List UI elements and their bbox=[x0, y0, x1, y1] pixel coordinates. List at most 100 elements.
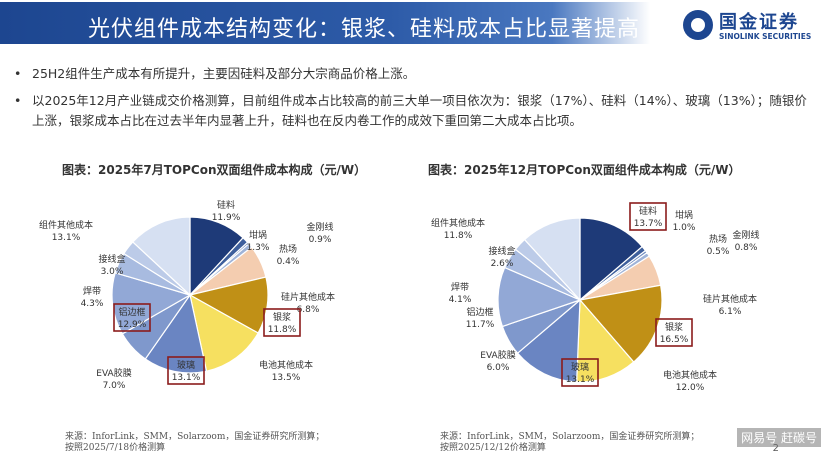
watermark: 网易号 赶碳号 bbox=[737, 428, 821, 447]
slice-label: 硅料 11.9% bbox=[212, 199, 241, 223]
slice-label-name: 玻璃 bbox=[177, 359, 195, 371]
slice-label-name: 硅料 bbox=[639, 205, 657, 217]
company-logo: 国金证券 SINOLINK SECURITIES bbox=[683, 8, 828, 48]
bullet-dot-icon: • bbox=[14, 66, 22, 81]
slide-title: 光伏组件成本结构变化：银浆、硅料成本占比显著提高 bbox=[88, 17, 641, 42]
slice-label-value: 11.8% bbox=[444, 231, 473, 241]
slice-label-value: 16.5% bbox=[660, 335, 689, 345]
chart-title-left: 图表：2025年7月TOPCon双面组件成本构成（元/W） bbox=[62, 163, 367, 177]
slice-label: EVA胶膜 6.0% bbox=[480, 349, 515, 373]
pie-slice bbox=[131, 216, 191, 297]
slice-label: 焊带 4.3% bbox=[81, 285, 104, 309]
slice-label: EVA胶膜 7.0% bbox=[96, 367, 131, 391]
slice-label-name: 硅料 bbox=[217, 199, 235, 211]
pie-slice bbox=[189, 293, 259, 372]
slice-label-value: 0.8% bbox=[735, 243, 758, 253]
chart-source-right: 来源：InforLink，SMM，Solarzoom，国金证券研究所测算； 按照… bbox=[440, 432, 699, 454]
slice-label-value: 6.8% bbox=[297, 305, 320, 315]
slice-label-value: 4.1% bbox=[449, 295, 472, 305]
slice-label-value: 6.0% bbox=[487, 363, 510, 373]
chart-source-left: 来源：InforLink，SMM，Solarzoom，国金证券研究所测算； 按照… bbox=[65, 432, 324, 454]
slice-label-name: 金刚线 bbox=[306, 221, 333, 233]
slice-label-value: 0.4% bbox=[277, 257, 300, 267]
slice-label: 硅片其他成本 6.1% bbox=[703, 293, 757, 317]
highlight-box bbox=[167, 356, 205, 385]
source-line: 来源：InforLink，SMM，Solarzoom，国金证券研究所测算； bbox=[65, 432, 325, 442]
slice-label-name: 硅片其他成本 bbox=[281, 291, 335, 303]
pie-slices bbox=[111, 216, 269, 374]
slice-label-name: 银浆 bbox=[665, 321, 683, 333]
source-line: 按照2025/7/18价格测算 bbox=[65, 443, 166, 453]
slice-label-name: 热场 bbox=[279, 243, 297, 255]
slice-label-value: 7.0% bbox=[103, 381, 126, 391]
chart-title-right: 图表：2025年12月TOPCon双面组件成本构成（元/W） bbox=[428, 163, 741, 177]
slice-label: 坩埚 1.3% bbox=[247, 229, 270, 253]
pie-slices bbox=[497, 217, 663, 383]
slice-label: 热场 0.5% bbox=[707, 233, 730, 257]
title-bar: 光伏组件成本结构变化：银浆、硅料成本占比显著提高 bbox=[0, 2, 650, 44]
slice-label-value: 11.9% bbox=[212, 213, 241, 223]
slice-label-value: 0.5% bbox=[707, 247, 730, 257]
highlight-box bbox=[561, 358, 599, 387]
slice-label-value: 12.0% bbox=[676, 383, 705, 393]
pie-slice bbox=[576, 298, 635, 383]
slice-label: 硅片其他成本 6.8% bbox=[281, 291, 335, 315]
slice-label-value: 13.1% bbox=[566, 375, 595, 385]
slice-label-name: 焊带 bbox=[451, 281, 469, 293]
slice-label-name: 热场 bbox=[709, 233, 727, 245]
slide-header: 光伏组件成本结构变化：银浆、硅料成本占比显著提高 国金证券 SINOLINK S… bbox=[0, 0, 831, 52]
slice-label: 铝边框 12.9% bbox=[113, 303, 151, 332]
highlight-box bbox=[629, 202, 667, 231]
source-line: 按照2025/12/12价格测算 bbox=[440, 443, 546, 453]
slice-label-name: 金刚线 bbox=[732, 229, 759, 241]
slice-label: 组件其他成本 11.8% bbox=[431, 217, 485, 241]
slice-label-value: 13.7% bbox=[634, 219, 663, 229]
slice-label: 热场 0.4% bbox=[277, 243, 300, 267]
slice-label: 焊带 4.1% bbox=[449, 281, 472, 305]
pie-slice bbox=[111, 272, 192, 335]
slice-label-name: 组件其他成本 bbox=[39, 219, 93, 231]
logo-mark-icon bbox=[683, 10, 713, 40]
slice-label-value: 13.1% bbox=[52, 233, 81, 243]
slice-label: 组件其他成本 13.1% bbox=[39, 219, 93, 243]
bullet-dot-icon: • bbox=[14, 93, 22, 108]
slice-label-name: 组件其他成本 bbox=[431, 217, 485, 229]
slice-label-value: 1.0% bbox=[673, 223, 696, 233]
pie-slice bbox=[523, 217, 581, 302]
logo-name-en: SINOLINK SECURITIES bbox=[719, 32, 812, 41]
slice-label: 电池其他成本 12.0% bbox=[663, 369, 717, 393]
slice-label-value: 0.9% bbox=[309, 235, 332, 245]
slice-label: 银浆 16.5% bbox=[655, 318, 693, 347]
slice-label-value: 3.0% bbox=[101, 267, 124, 277]
bullet-text: 25H2组件生产成本有所提升，主要因硅料及部分大宗商品价格上涨。 bbox=[32, 66, 416, 81]
slice-label-value: 11.7% bbox=[466, 320, 495, 330]
pie-slice bbox=[516, 298, 581, 383]
pie-slice bbox=[579, 217, 644, 302]
slice-label-value: 2.6% bbox=[491, 259, 514, 269]
highlight-box bbox=[263, 308, 301, 337]
slice-label-value: 12.9% bbox=[118, 320, 147, 330]
slice-label: 玻璃 13.1% bbox=[167, 356, 205, 385]
slice-label: 金刚线 0.9% bbox=[306, 221, 333, 245]
slice-label-name: EVA胶膜 bbox=[96, 367, 131, 379]
bullet-text: 以2025年12月产业链成交价格测算，目前组件成本占比较高的前三大单一项目依次为… bbox=[32, 93, 807, 128]
slice-label-name: 玻璃 bbox=[571, 361, 589, 373]
pie-slice bbox=[578, 284, 663, 363]
slice-label-value: 13.1% bbox=[172, 373, 201, 383]
slice-label-name: 电池其他成本 bbox=[259, 359, 313, 371]
slice-label-name: 硅片其他成本 bbox=[703, 293, 757, 305]
slice-label: 接线盒 2.6% bbox=[488, 245, 515, 269]
slice-label: 坩埚 1.0% bbox=[673, 209, 696, 233]
slice-label-value: 6.1% bbox=[719, 307, 742, 317]
slice-label-name: 坩埚 bbox=[249, 229, 267, 241]
slice-label-name: 铝边框 bbox=[118, 306, 145, 318]
slice-label-name: 银浆 bbox=[273, 311, 291, 323]
highlight-box bbox=[113, 303, 151, 332]
slice-label-name: 接线盒 bbox=[488, 245, 515, 257]
slice-label-name: 铝边框 bbox=[466, 306, 493, 318]
slice-label-name: 焊带 bbox=[83, 285, 101, 297]
slice-label-value: 11.8% bbox=[268, 325, 297, 335]
slice-label: 玻璃 13.1% bbox=[561, 358, 599, 387]
slice-label: 金刚线 0.8% bbox=[732, 229, 759, 253]
pie-slice bbox=[144, 293, 208, 374]
